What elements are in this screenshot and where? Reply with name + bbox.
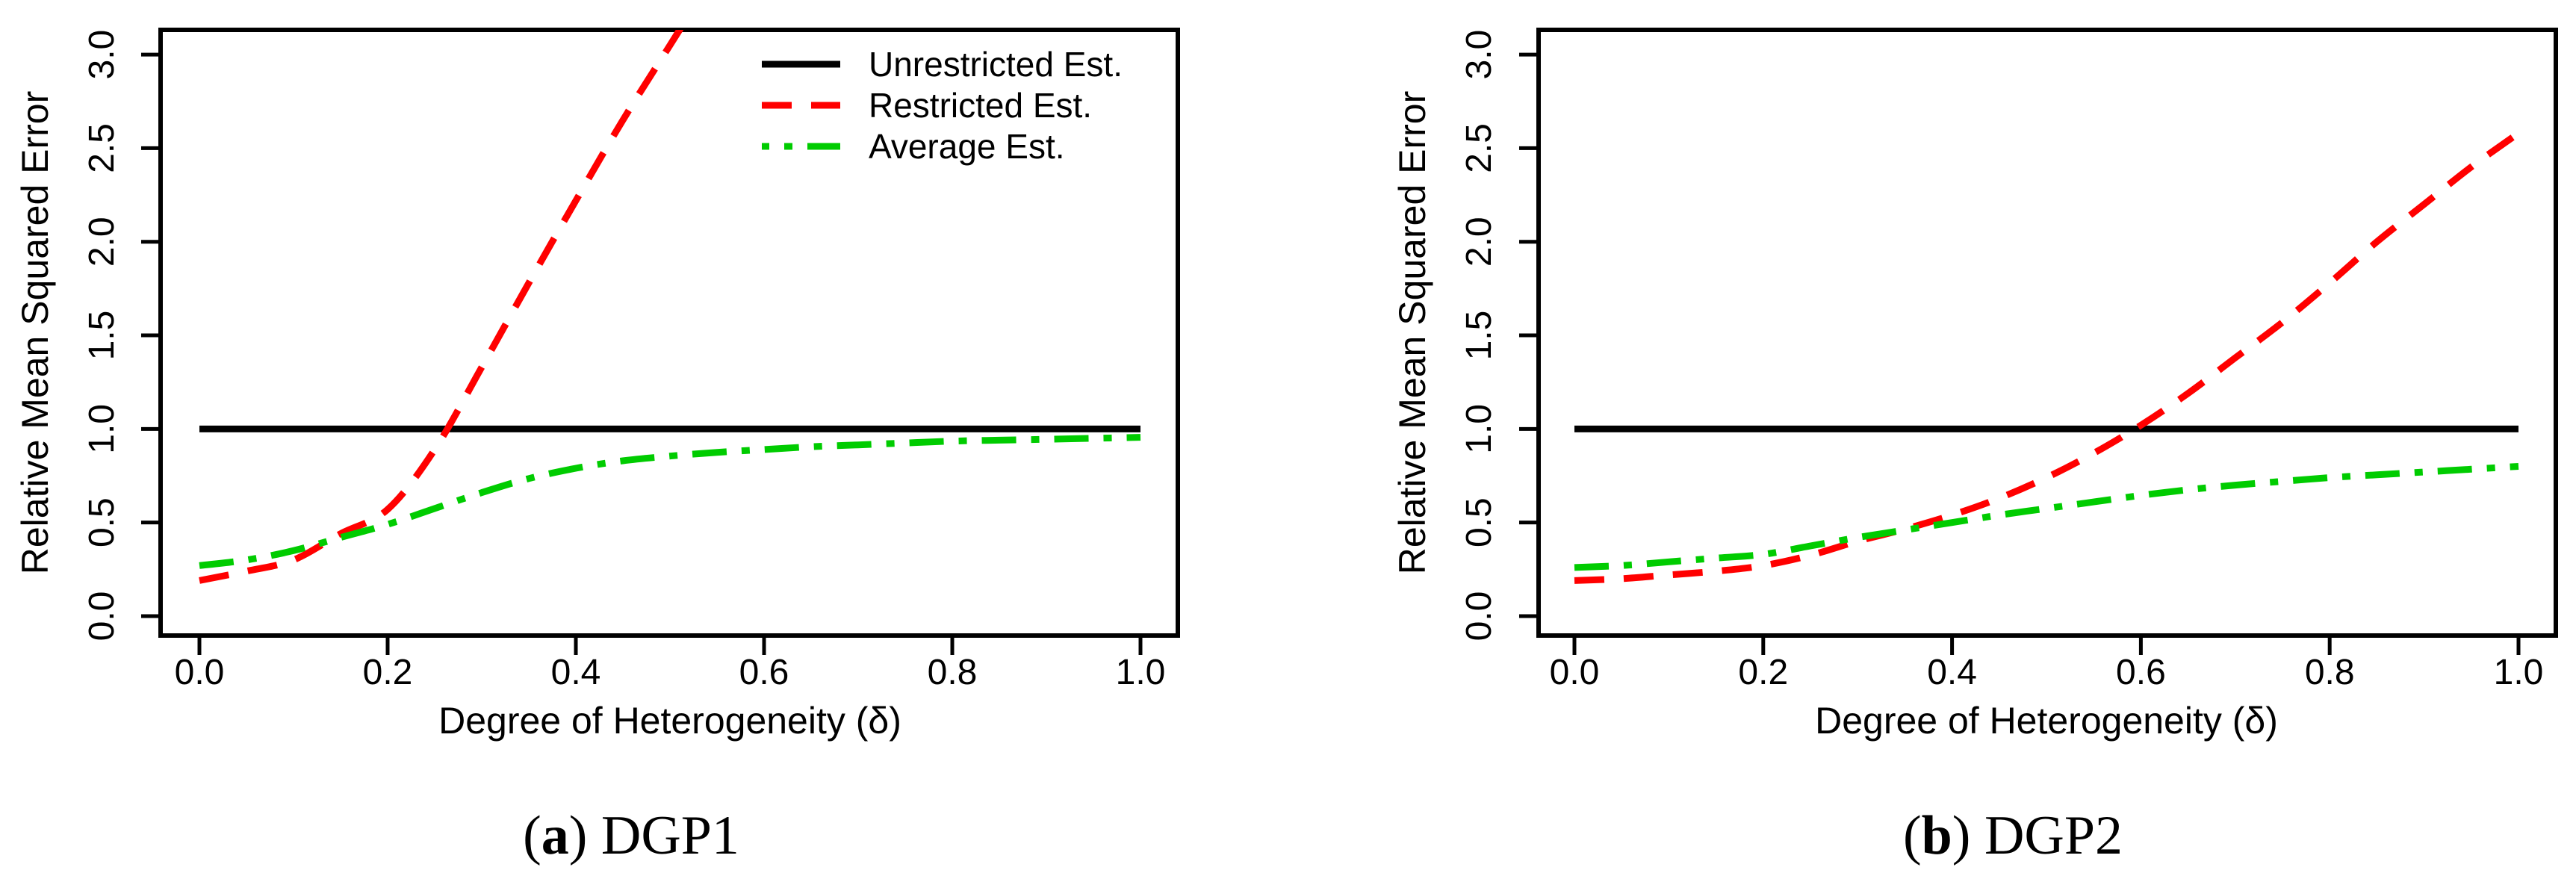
x-tick-label: 0.8 (2305, 653, 2355, 692)
series-average-est-line (199, 434, 1141, 569)
y-axis-title: Relative Mean Squared Error (14, 91, 56, 575)
caption-label: DGP2 (1984, 805, 2123, 866)
x-tick-label: 0.0 (175, 653, 225, 692)
y-tick-label: 1.0 (82, 404, 122, 454)
x-tick-label: 0.6 (739, 653, 789, 692)
x-tick-label: 0.0 (1550, 653, 1600, 692)
y-tick-label: 2.5 (82, 123, 122, 173)
panel-dgp1: 0.0 0.2 0.4 0.6 0.8 1.0 0.0 0.5 1.0 1.5 2.0 2.5 3.0 D… (14, 28, 1180, 742)
x-tick-label: 0.2 (363, 653, 413, 692)
caption-panel-a: (a) DGP1 (523, 808, 739, 863)
series-average-est-line (1574, 463, 2519, 571)
caption-paren-open: ( (1902, 805, 1922, 866)
caption-paren-close: ) (568, 805, 588, 866)
y-tick-label: 0.5 (1459, 497, 1499, 547)
series-restricted-est-line (199, 30, 684, 584)
caption-letter: a (541, 805, 569, 866)
x-tick-label: 0.6 (2116, 653, 2166, 692)
plot-box (158, 28, 1180, 638)
y-tick-label: 1.5 (1459, 311, 1499, 361)
y-tick-label: 1.5 (82, 311, 122, 361)
caption-paren-close: ) (1952, 805, 1971, 866)
plot-box (1536, 28, 2558, 638)
y-tick-label: 2.5 (1459, 123, 1499, 173)
legend: Unrestricted Est.Restricted Est.Average … (762, 45, 1123, 166)
x-tick-label: 1.0 (2494, 653, 2544, 692)
y-tick-label: 0.5 (82, 497, 122, 547)
x-tick-label: 0.4 (1927, 653, 1977, 692)
panel-dgp2: 0.0 0.2 0.4 0.6 0.8 1.0 0.0 0.5 1.0 1.5 2.0 2.5 3.0 D… (1391, 28, 2558, 742)
y-tick-label: 3.0 (82, 30, 122, 80)
legend-label-average-est: Average Est. (869, 127, 1065, 166)
x-tick-label: 1.0 (1116, 653, 1166, 692)
x-tick-label: 0.8 (928, 653, 978, 692)
y-axis-title: Relative Mean Squared Error (1391, 91, 1433, 575)
legend-label-unrestricted-est: Unrestricted Est. (869, 45, 1123, 84)
caption-letter: b (1921, 805, 1952, 866)
caption-panel-b: (b) DGP2 (1903, 808, 2123, 863)
y-tick-label: 2.0 (82, 217, 122, 267)
x-tick-label: 0.4 (551, 653, 601, 692)
y-tick-label: 1.0 (1459, 404, 1499, 454)
caption-paren-open: ( (523, 805, 541, 866)
legend-label-restricted-est: Restricted Est. (869, 86, 1092, 125)
series-restricted-est-line (1574, 130, 2521, 584)
y-tick-label: 2.0 (1459, 217, 1499, 267)
x-axis-title: Degree of Heterogeneity (δ) (438, 700, 901, 742)
x-tick-label: 0.2 (1738, 653, 1788, 692)
y-tick-label: 0.0 (1459, 591, 1499, 642)
x-axis-title: Degree of Heterogeneity (δ) (1815, 700, 2278, 742)
y-tick-label: 0.0 (82, 591, 122, 642)
y-tick-label: 3.0 (1459, 30, 1499, 80)
caption-label: DGP1 (600, 805, 739, 866)
